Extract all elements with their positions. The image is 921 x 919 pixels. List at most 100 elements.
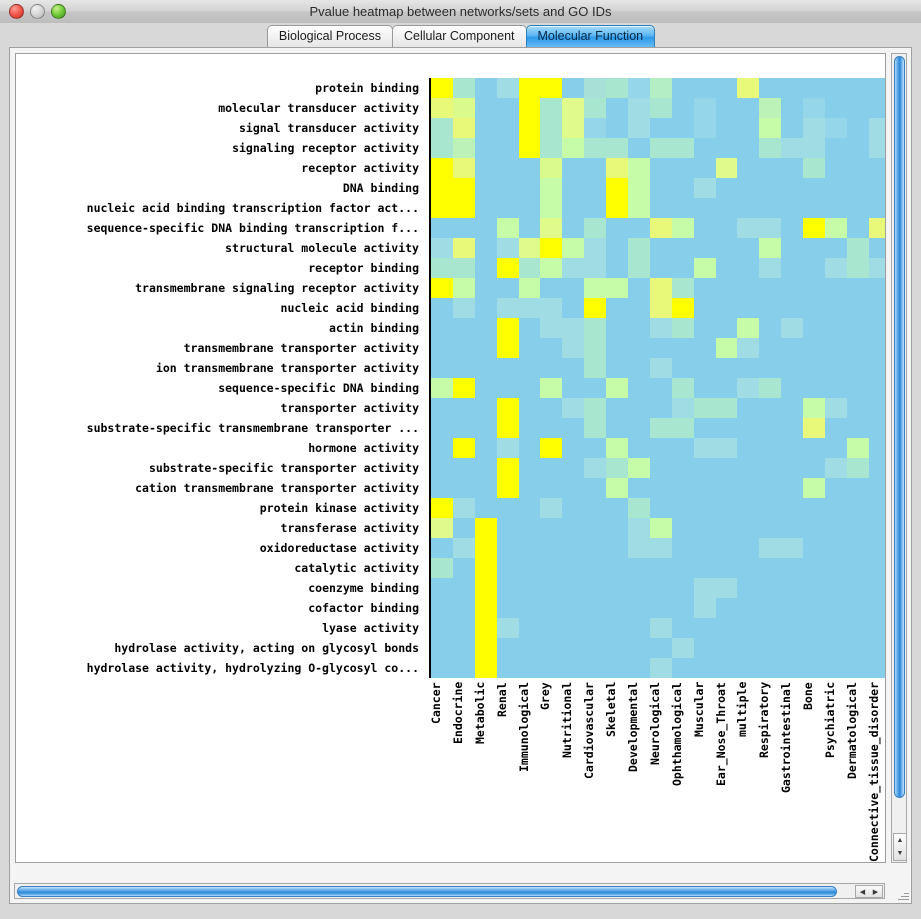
zoom-icon[interactable] <box>51 4 66 19</box>
heatmap-cell[interactable] <box>606 518 629 538</box>
heatmap-cell[interactable] <box>584 638 607 658</box>
heatmap-cell[interactable] <box>671 498 694 518</box>
heatmap-cell[interactable] <box>628 478 650 498</box>
heatmap-cell[interactable] <box>540 298 563 318</box>
heatmap-cell[interactable] <box>671 178 694 198</box>
heatmap-cell[interactable] <box>452 458 475 478</box>
heatmap-cell[interactable] <box>452 338 475 358</box>
heatmap-cell[interactable] <box>431 498 453 518</box>
vertical-scrollbar-thumb[interactable] <box>894 56 905 798</box>
heatmap-cell[interactable] <box>452 378 475 398</box>
heatmap-cell[interactable] <box>715 518 738 538</box>
heatmap-cell[interactable] <box>474 218 497 238</box>
heatmap-cell[interactable] <box>868 378 885 398</box>
heatmap-cell[interactable] <box>737 618 760 638</box>
heatmap-cell[interactable] <box>452 138 475 158</box>
heatmap-cell[interactable] <box>562 358 585 378</box>
heatmap-cell[interactable] <box>737 78 760 98</box>
heatmap-cell[interactable] <box>474 398 497 418</box>
heatmap-cell[interactable] <box>562 538 585 558</box>
heatmap-cell[interactable] <box>868 298 885 318</box>
heatmap-cell[interactable] <box>628 158 650 178</box>
heatmap-cell[interactable] <box>649 438 672 458</box>
heatmap-cell[interactable] <box>846 538 869 558</box>
heatmap-cell[interactable] <box>825 458 847 478</box>
heatmap-cell[interactable] <box>868 658 885 678</box>
heatmap-cell[interactable] <box>868 138 885 158</box>
heatmap-cell[interactable] <box>540 98 563 118</box>
heatmap-cell[interactable] <box>628 98 650 118</box>
heatmap-cell[interactable] <box>825 238 847 258</box>
heatmap-cell[interactable] <box>781 358 804 378</box>
heatmap-cell[interactable] <box>431 638 453 658</box>
heatmap-cell[interactable] <box>803 478 826 498</box>
heatmap-cell[interactable] <box>496 178 519 198</box>
heatmap-cell[interactable] <box>737 498 760 518</box>
heatmap-cell[interactable] <box>518 378 541 398</box>
heatmap-cell[interactable] <box>452 158 475 178</box>
heatmap-cell[interactable] <box>431 378 453 398</box>
heatmap-cell[interactable] <box>649 558 672 578</box>
close-icon[interactable] <box>9 4 24 19</box>
heatmap-cell[interactable] <box>518 78 541 98</box>
heatmap-cell[interactable] <box>584 118 607 138</box>
heatmap-cell[interactable] <box>671 138 694 158</box>
heatmap-cell[interactable] <box>781 178 804 198</box>
heatmap-cell[interactable] <box>781 498 804 518</box>
heatmap-cell[interactable] <box>671 98 694 118</box>
heatmap-cell[interactable] <box>606 378 629 398</box>
heatmap-cell[interactable] <box>671 558 694 578</box>
heatmap-cell[interactable] <box>452 178 475 198</box>
heatmap-cell[interactable] <box>671 238 694 258</box>
heatmap-cell[interactable] <box>671 118 694 138</box>
heatmap-cell[interactable] <box>759 238 782 258</box>
heatmap-cell[interactable] <box>452 578 475 598</box>
heatmap-cell[interactable] <box>846 478 869 498</box>
heatmap-cell[interactable] <box>431 138 453 158</box>
heatmap-cell[interactable] <box>649 498 672 518</box>
heatmap-cell[interactable] <box>825 358 847 378</box>
heatmap-cell[interactable] <box>781 278 804 298</box>
heatmap-cell[interactable] <box>518 178 541 198</box>
heatmap-cell[interactable] <box>540 518 563 538</box>
heatmap-cell[interactable] <box>562 278 585 298</box>
heatmap-cell[interactable] <box>606 358 629 378</box>
heatmap-cell[interactable] <box>759 478 782 498</box>
heatmap-cell[interactable] <box>649 278 672 298</box>
heatmap-cell[interactable] <box>715 118 738 138</box>
heatmap-cell[interactable] <box>803 238 826 258</box>
heatmap-cell[interactable] <box>693 538 716 558</box>
heatmap-cell[interactable] <box>496 498 519 518</box>
heatmap-cell[interactable] <box>671 378 694 398</box>
heatmap-cell[interactable] <box>825 638 847 658</box>
heatmap-cell[interactable] <box>540 358 563 378</box>
heatmap-cell[interactable] <box>803 198 826 218</box>
heatmap-cell[interactable] <box>606 98 629 118</box>
heatmap-cell[interactable] <box>781 78 804 98</box>
heatmap-cell[interactable] <box>803 358 826 378</box>
heatmap-cell[interactable] <box>431 658 453 678</box>
heatmap-cell[interactable] <box>737 538 760 558</box>
heatmap-cell[interactable] <box>431 438 453 458</box>
heatmap-cell[interactable] <box>584 78 607 98</box>
heatmap-cell[interactable] <box>825 658 847 678</box>
horizontal-scrollbar[interactable]: ◀ ▶ <box>14 883 885 899</box>
heatmap-cell[interactable] <box>868 638 885 658</box>
heatmap-cell[interactable] <box>584 298 607 318</box>
heatmap-cell[interactable] <box>846 398 869 418</box>
heatmap-cell[interactable] <box>496 598 519 618</box>
heatmap-cell[interactable] <box>584 458 607 478</box>
heatmap-cell[interactable] <box>431 118 453 138</box>
heatmap-cell[interactable] <box>846 338 869 358</box>
heatmap-cell[interactable] <box>474 638 497 658</box>
heatmap-cell[interactable] <box>715 78 738 98</box>
heatmap-cell[interactable] <box>671 298 694 318</box>
heatmap-cell[interactable] <box>781 598 804 618</box>
heatmap-cell[interactable] <box>715 418 738 438</box>
heatmap-cell[interactable] <box>671 278 694 298</box>
heatmap-cell[interactable] <box>540 398 563 418</box>
heatmap-cell[interactable] <box>846 318 869 338</box>
heatmap-cell[interactable] <box>868 218 885 238</box>
heatmap-cell[interactable] <box>868 318 885 338</box>
heatmap-cell[interactable] <box>628 238 650 258</box>
